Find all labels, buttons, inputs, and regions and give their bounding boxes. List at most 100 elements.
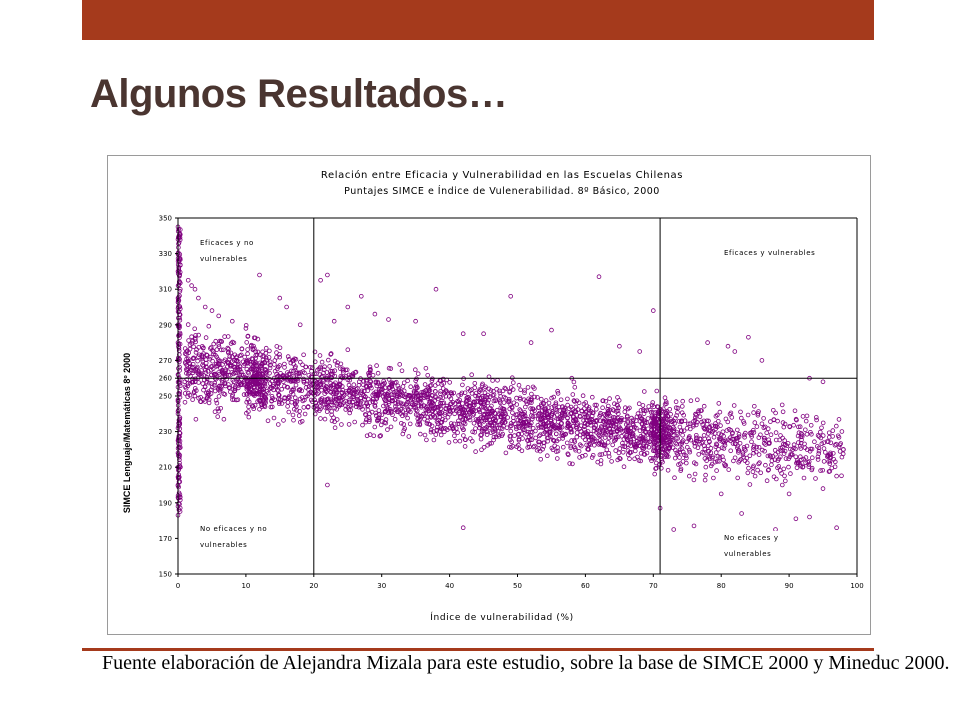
data-point: [650, 400, 655, 405]
data-point: [319, 374, 324, 380]
data-point: [333, 380, 338, 386]
data-point: [546, 400, 552, 406]
data-point: [677, 461, 683, 467]
data-point: [465, 398, 470, 403]
data-point: [340, 384, 345, 389]
data-point: [686, 473, 692, 479]
data-point: [670, 424, 676, 430]
data-point: [546, 435, 551, 441]
data-point: [699, 440, 704, 446]
data-point: [518, 387, 523, 393]
data-point: [770, 408, 776, 413]
annotations-layer: Eficaces y no vulnerables Eficaces y vulne…: [198, 236, 826, 561]
data-point: [765, 426, 771, 432]
data-point: [343, 367, 348, 373]
data-point: [196, 332, 201, 338]
data-point: [187, 392, 193, 398]
data-point: [261, 403, 267, 409]
data-point: [452, 433, 457, 439]
data-point: [394, 393, 400, 398]
data-point: [792, 408, 798, 414]
data-point: [763, 462, 768, 468]
data-point: [532, 394, 537, 400]
data-point: [703, 464, 709, 470]
data-point: [332, 425, 338, 431]
data-point: [668, 417, 674, 422]
data-point: [815, 433, 821, 438]
data-point: [549, 420, 555, 426]
data-point: [841, 447, 846, 452]
data-point: [755, 411, 761, 416]
data-point: [736, 450, 741, 455]
data-point: [594, 427, 600, 433]
data-point: [529, 391, 534, 397]
data-point: [644, 420, 650, 426]
data-point: [424, 421, 430, 426]
data-point: [721, 457, 726, 463]
data-point: [754, 444, 759, 450]
data-point: [485, 400, 490, 405]
data-point: [218, 339, 224, 344]
data-point: [675, 436, 680, 441]
data-point: [702, 477, 708, 483]
data-point: [654, 388, 660, 394]
data-point: [267, 348, 272, 354]
data-point: [259, 402, 264, 407]
data-point: [193, 376, 198, 382]
data-point: [202, 384, 208, 390]
data-point: [764, 478, 770, 484]
data-point: [398, 389, 403, 394]
data-point: [819, 425, 824, 431]
data-point: [801, 456, 806, 462]
data-point: [400, 403, 405, 409]
data-point: [598, 442, 604, 447]
data-point: [663, 399, 669, 405]
data-point: [379, 419, 385, 424]
data-point: [442, 412, 448, 417]
data-point: [318, 406, 323, 412]
data-point: [250, 378, 255, 384]
data-point: [312, 411, 318, 417]
data-point: [632, 448, 638, 454]
data-point: [401, 422, 407, 427]
data-point: [607, 425, 612, 431]
data-point: [678, 419, 684, 424]
data-point: [482, 398, 487, 403]
data-point: [196, 345, 201, 350]
data-point: [780, 409, 786, 415]
quadrant-label-bottom-right: No eficaces y: [724, 534, 779, 542]
data-point: [637, 413, 643, 419]
data-point: [717, 454, 723, 460]
data-point: [301, 376, 306, 382]
data-point: [354, 404, 359, 410]
data-point: [251, 392, 256, 398]
data-point: [631, 422, 636, 428]
data-point: [197, 352, 202, 358]
data-point: [759, 421, 765, 427]
data-point: [836, 417, 842, 422]
data-point: [371, 396, 376, 402]
data-point: [383, 409, 388, 415]
data-point: [419, 390, 424, 395]
data-point: [377, 433, 383, 439]
data-point: [658, 465, 664, 471]
data-point: [379, 412, 385, 418]
data-point: [583, 452, 588, 458]
data-point: [642, 420, 648, 426]
data-point: [693, 461, 699, 467]
data-point: [410, 402, 415, 408]
data-point: [596, 274, 602, 279]
data-point: [293, 401, 298, 406]
data-point: [252, 335, 258, 341]
data-point: [214, 400, 220, 406]
data-point: [192, 389, 197, 394]
data-point: [248, 387, 253, 392]
data-point: [723, 462, 729, 468]
data-point: [246, 399, 252, 405]
data-point: [517, 396, 523, 402]
data-point: [773, 410, 778, 416]
data-point: [297, 409, 302, 414]
data-point: [658, 453, 664, 459]
data-point: [301, 352, 306, 358]
quadrant-label-box: [722, 531, 786, 561]
